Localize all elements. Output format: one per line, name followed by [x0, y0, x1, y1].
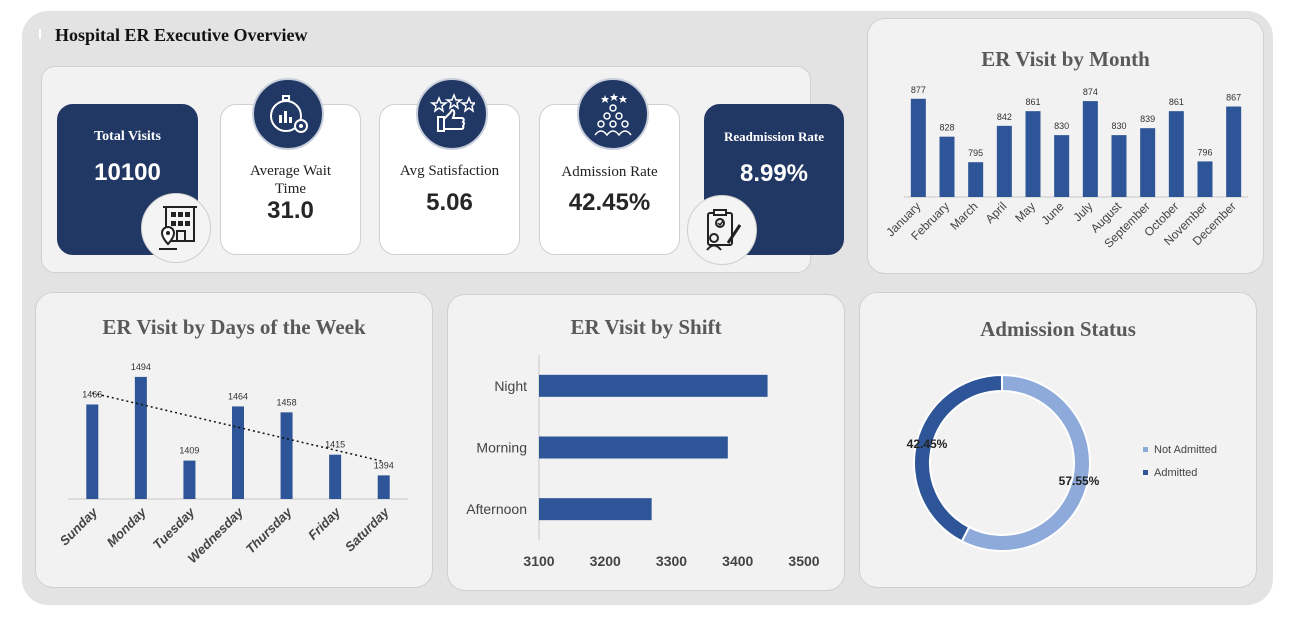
donut-slice: [913, 373, 1003, 543]
month-bar: [996, 125, 1012, 197]
hospital-building-location-icon: [141, 193, 211, 263]
page-title: Hospital ER Executive Overview: [55, 25, 308, 45]
month-data-label: 877: [911, 85, 926, 95]
kpi-label-avg-satisfaction: Avg Satisfaction: [399, 163, 500, 179]
shift-bar: [539, 436, 728, 459]
month-data-label: 796: [1197, 147, 1212, 157]
weekday-data-label: 1458: [277, 397, 297, 407]
month-tick-label: May: [1012, 199, 1038, 225]
weekday-bar: [183, 460, 196, 499]
weekday-tick-label: Friday: [305, 504, 344, 543]
weekday-tick-label: Tuesday: [150, 504, 198, 552]
month-bar: [1025, 111, 1041, 197]
weekday-chart-panel: ER Visit by Days of the Week 1466 Sunday 1…: [35, 292, 433, 588]
month-data-label: 874: [1083, 87, 1098, 97]
month-bar: [1054, 135, 1070, 197]
weekday-data-label: 1464: [228, 391, 248, 401]
shift-bar: [539, 498, 652, 521]
month-bar: [1140, 128, 1156, 197]
month-data-label: 861: [1025, 97, 1040, 107]
thumbs-up-stars-icon: [416, 78, 488, 150]
month-data-label: 861: [1169, 97, 1184, 107]
weekday-data-label: 1394: [374, 460, 394, 470]
month-data-label: 830: [1054, 121, 1069, 131]
month-bar: [1111, 135, 1127, 197]
weekday-data-label: 1415: [325, 440, 345, 450]
donut-data-label: 42.45%: [907, 437, 948, 451]
kpi-label-average-wait-time: Average Wait Time: [249, 163, 332, 197]
legend-label: Admitted: [1154, 467, 1197, 479]
weekday-tick-label: Thursday: [243, 504, 296, 557]
weekday-chart: 1466Sunday1494Monday1409Tuesday1464Wedne…: [57, 362, 408, 566]
weekday-data-label: 1409: [179, 446, 199, 456]
kpi-value-readmission-rate: 8.99%: [739, 160, 809, 187]
weekday-tick-label: Monday: [104, 504, 150, 550]
month-bar: [1197, 161, 1213, 197]
donut-data-label: 57.55%: [1059, 474, 1100, 488]
month-data-label: 795: [968, 148, 983, 158]
weekday-tick-label: Saturday: [342, 504, 392, 554]
weekday-data-label: 1466: [82, 389, 102, 399]
month-chart-title: ER Visit by Month: [981, 47, 1150, 71]
month-bar: [1082, 101, 1098, 197]
donut-slice: [960, 373, 1091, 552]
patient-group-stars-icon: [577, 78, 649, 150]
month-bar: [939, 136, 955, 197]
month-bar: [968, 162, 984, 197]
weekday-bar: [86, 404, 99, 499]
month-tick-label: March: [947, 199, 980, 232]
weekday-chart-title: ER Visit by Days of the Week: [102, 315, 366, 339]
kpi-label-admission-rate: Admission Rate: [561, 164, 658, 180]
month-chart: 877January828February795March842April861…: [883, 85, 1248, 251]
stopwatch-gear-chart-icon: [252, 78, 324, 150]
month-bar: [1168, 111, 1184, 197]
legend-swatch: [1143, 470, 1148, 475]
kpi-label-total-visits: Total Visits: [94, 129, 161, 144]
shift-tick-label: 3100: [523, 553, 554, 569]
kpi-value-admission-rate: 42.45%: [568, 189, 651, 216]
shift-tick-label: 3300: [656, 553, 687, 569]
weekday-bar: [134, 376, 147, 499]
weekday-tick-label: Sunday: [57, 504, 101, 548]
month-tick-label: June: [1038, 199, 1067, 228]
shift-category-label: Afternoon: [466, 501, 527, 517]
shift-tick-label: 3400: [722, 553, 753, 569]
weekday-bar: [329, 454, 342, 499]
kpi-value-total-visits: 10100: [94, 159, 161, 186]
shift-category-label: Night: [494, 378, 527, 394]
admission-chart-title: Admission Status: [980, 317, 1136, 341]
weekday-bar: [377, 475, 390, 499]
kpi-value-average-wait-time: 31.0: [267, 197, 314, 224]
month-data-label: 842: [997, 112, 1012, 122]
shift-tick-label: 3200: [590, 553, 621, 569]
month-chart-panel: ER Visit by Month 877 January 828 February 7…: [867, 18, 1264, 274]
legend-swatch: [1143, 447, 1148, 452]
month-data-label: 828: [939, 123, 954, 133]
weekday-bar: [280, 412, 293, 499]
month-bar: [1226, 106, 1242, 197]
shift-chart: Night Morning Afternoon 3100 3200 3300 3400 350…: [466, 355, 820, 569]
clipboard-patient-icon: [687, 195, 757, 265]
month-tick-label: April: [983, 199, 1010, 226]
legend-label: Not Admitted: [1154, 444, 1217, 456]
admission-donut-chart: 57.55% 42.45% Not Admitted Admitted: [907, 373, 1217, 552]
weekday-bar: [232, 406, 244, 499]
shift-chart-panel: ER Visit by Shift Night Morning Afternoon 3…: [447, 294, 845, 591]
shift-category-label: Morning: [476, 440, 527, 456]
weekday-data-label: 1494: [131, 362, 151, 372]
month-data-label: 830: [1111, 121, 1126, 131]
kpi-value-avg-satisfaction: 5.06: [426, 189, 473, 216]
admission-chart-panel: Admission Status 57.55% 42.45% Not Admitte…: [859, 292, 1257, 588]
shift-bar: [539, 374, 768, 397]
title-marker: [39, 29, 41, 39]
shift-tick-label: 3500: [788, 553, 819, 569]
month-data-label: 839: [1140, 114, 1155, 124]
kpi-label-readmission-rate: Readmission Rate: [723, 129, 825, 144]
month-data-label: 867: [1226, 93, 1241, 103]
month-bar: [910, 98, 926, 197]
shift-chart-title: ER Visit by Shift: [570, 315, 722, 339]
